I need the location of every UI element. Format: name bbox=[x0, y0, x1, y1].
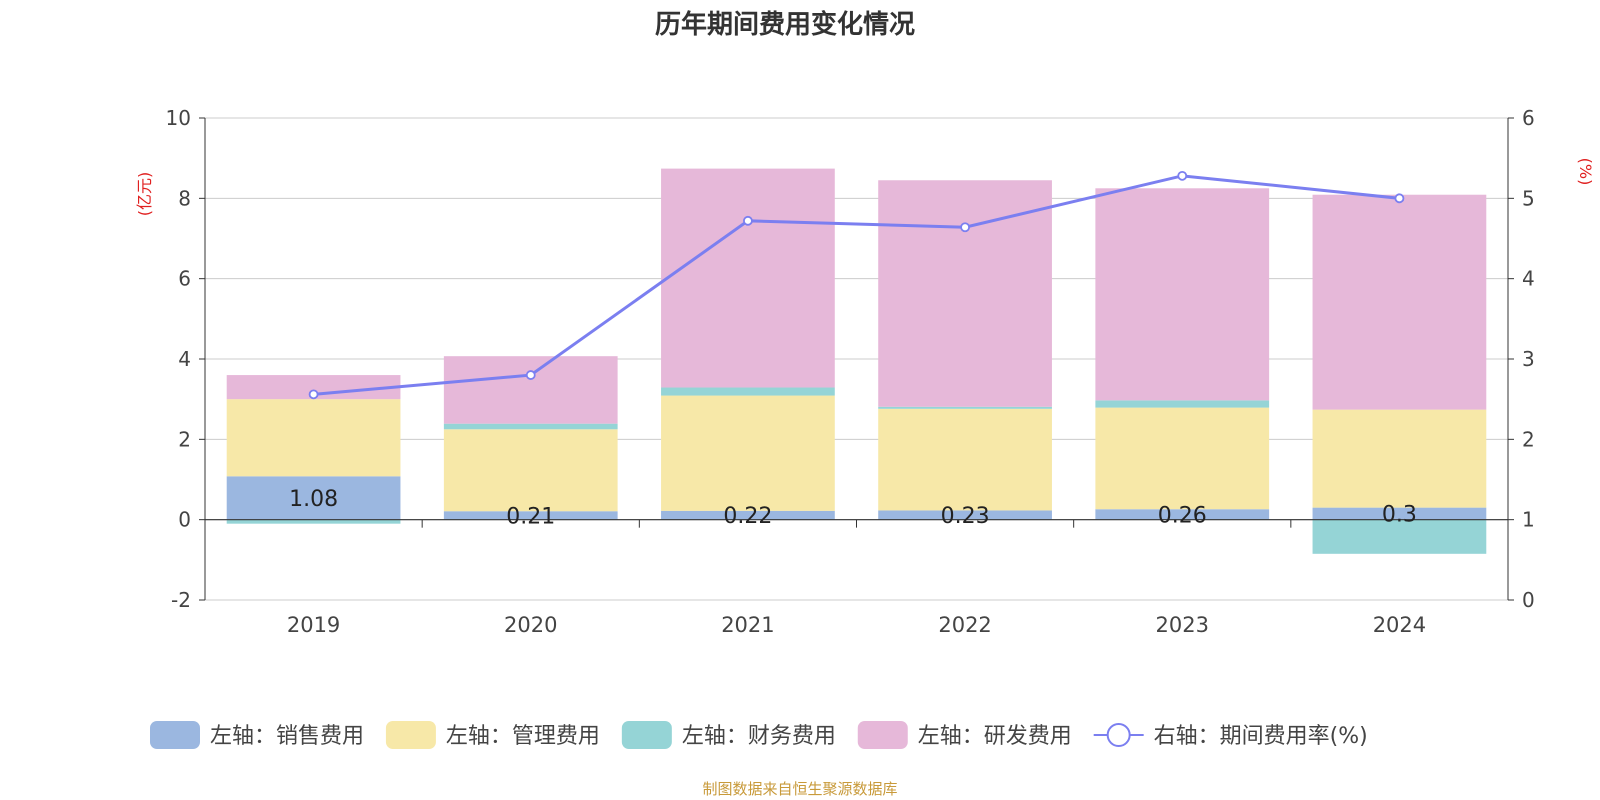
legend-label: 右轴：期间费用率(%) bbox=[1154, 724, 1368, 749]
legend-label: 左轴：财务费用 bbox=[682, 724, 836, 749]
legend-label: 左轴：研发费用 bbox=[918, 724, 1072, 749]
bar-segment bbox=[1095, 188, 1270, 401]
rate-line-point bbox=[525, 370, 536, 380]
legend-label: 左轴：销售费用 bbox=[210, 724, 364, 749]
bar-data-label: 1.08 bbox=[289, 487, 338, 512]
axes: -2 0 2 4 6 8 10 0 1 2 3 4 5 6 (亿元) (%) 2019 2020 2021 2022 2… bbox=[135, 106, 1595, 637]
left-axis-tick-label: 6 bbox=[178, 267, 191, 291]
right-axis-tick-label: 0 bbox=[1522, 588, 1535, 612]
legend-label: 左轴：管理费用 bbox=[446, 724, 600, 749]
bar-segment bbox=[878, 408, 1052, 511]
legend-item[interactable]: 左轴：研发费用 bbox=[857, 721, 1072, 749]
category-label: 2019 bbox=[287, 613, 340, 637]
rate-line-point bbox=[743, 215, 753, 226]
rate-line-point bbox=[308, 389, 319, 400]
legend-swatch bbox=[385, 721, 436, 749]
right-axis-tick-label: 3 bbox=[1522, 347, 1535, 371]
bar-segment bbox=[226, 519, 401, 524]
right-axis-tick-label: 6 bbox=[1522, 106, 1535, 130]
bar-segment bbox=[878, 510, 1052, 520]
bar-segment bbox=[661, 510, 835, 520]
legend-item[interactable]: 左轴：财务费用 bbox=[621, 721, 836, 749]
legend-item[interactable]: 右轴：期间费用率(%) bbox=[1093, 723, 1368, 749]
bar-series bbox=[226, 168, 1487, 554]
right-axis-tick-label: 4 bbox=[1522, 267, 1535, 291]
bar-segment bbox=[661, 395, 835, 511]
bar-segment bbox=[443, 429, 618, 512]
right-axis-tick-label: 5 bbox=[1522, 186, 1535, 210]
legend-swatch bbox=[857, 721, 908, 749]
bar-segment bbox=[661, 168, 835, 388]
bar-data-label: 0.22 bbox=[723, 504, 772, 529]
legend-item[interactable]: 左轴：销售费用 bbox=[150, 721, 364, 749]
category-label: 2022 bbox=[938, 613, 991, 637]
bar-segment bbox=[1312, 409, 1487, 508]
right-axis-unit-label: (%) bbox=[1576, 158, 1595, 186]
bar-data-label: 0.23 bbox=[941, 504, 990, 529]
bar-segment bbox=[878, 180, 1052, 407]
left-axis-tick-label: 8 bbox=[178, 186, 191, 210]
bar-segment bbox=[226, 399, 401, 477]
legend-swatch bbox=[621, 721, 672, 749]
left-axis-unit-label: (亿元) bbox=[135, 172, 154, 217]
bar-segment bbox=[443, 356, 618, 424]
bar-segment bbox=[443, 511, 618, 520]
bar-segment bbox=[878, 406, 1052, 409]
bar-data-label: 0.26 bbox=[1158, 503, 1207, 528]
legend-line-marker bbox=[1106, 723, 1131, 747]
bar-data-label: 0.21 bbox=[506, 504, 555, 529]
left-axis-tick-label: 2 bbox=[178, 427, 191, 451]
rate-line-point bbox=[1177, 170, 1188, 181]
left-axis-tick-label: -2 bbox=[171, 588, 191, 612]
bar-segment bbox=[1095, 509, 1270, 520]
bar-labels: 1.08 0.21 0.22 0.23 0.26 0.3 bbox=[289, 487, 1417, 529]
category-label: 2024 bbox=[1373, 613, 1426, 637]
category-label: 2021 bbox=[721, 613, 774, 637]
bar-segment bbox=[1095, 407, 1270, 510]
rate-line-point bbox=[1394, 193, 1405, 204]
bar-segment bbox=[1312, 507, 1487, 520]
chart-title: 历年期间费用变化情况 bbox=[655, 9, 915, 40]
legend-swatch bbox=[150, 721, 200, 749]
rate-line-point bbox=[960, 222, 970, 233]
category-label: 2023 bbox=[1156, 613, 1209, 637]
left-axis-tick-label: 0 bbox=[178, 508, 191, 532]
right-axis-tick-label: 2 bbox=[1522, 427, 1535, 451]
bar-segment bbox=[226, 476, 401, 520]
legend[interactable]: 左轴：销售费用 左轴：管理费用 左轴：财务费用 左轴：研发费用 右轴：期间费用率(%) bbox=[150, 721, 1368, 749]
bar-segment bbox=[661, 387, 835, 396]
rate-line-path bbox=[313, 174, 1400, 396]
category-label: 2020 bbox=[504, 613, 557, 637]
bar-data-label: 0.3 bbox=[1382, 503, 1417, 528]
bar-segment bbox=[1312, 194, 1487, 410]
bar-segment bbox=[1095, 400, 1270, 408]
left-axis-tick-label: 10 bbox=[166, 106, 191, 130]
bar-segment bbox=[443, 423, 618, 430]
left-axis-tick-label: 4 bbox=[178, 347, 191, 371]
bar-segment bbox=[1312, 519, 1487, 554]
data-source-note: 制图数据来自恒生聚源数据库 bbox=[702, 780, 898, 798]
right-axis-tick-label: 1 bbox=[1522, 508, 1535, 532]
rate-line bbox=[308, 170, 1405, 400]
legend-item[interactable]: 左轴：管理费用 bbox=[385, 721, 600, 749]
